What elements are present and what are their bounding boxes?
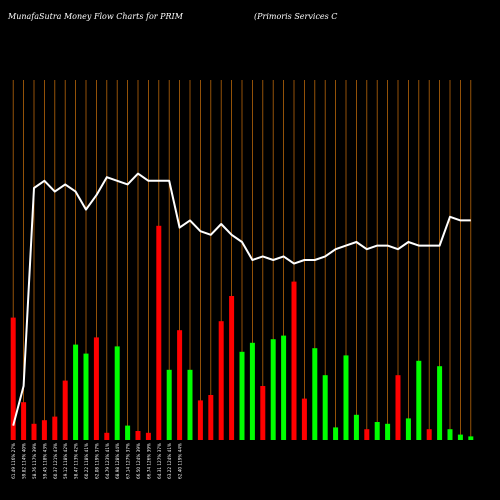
money-flow-bar (208, 395, 214, 440)
x-tick-label: 59.82 114% 40% (22, 443, 27, 479)
money-flow-bar (229, 296, 235, 440)
x-tick-label: 62.40 119% 44% (178, 443, 183, 479)
x-tick-label: 59.12 118% 42% (63, 443, 68, 479)
money-flow-bar (83, 353, 89, 440)
money-flow-bar (125, 425, 131, 440)
x-tick-labels: 61.49 116% 27% 59.82 114% 40% 58.76 117% 3… (11, 443, 182, 479)
money-flow-bar (187, 369, 193, 440)
money-flow-bar (468, 436, 474, 440)
x-tick-label: 67.14 127% 37% (126, 443, 131, 479)
money-flow-bar (93, 337, 99, 440)
money-flow-bar (145, 432, 151, 440)
price-line (12, 172, 471, 426)
money-flow-bar (457, 434, 463, 440)
x-tick-label: 60.22 118% 41% (84, 443, 89, 479)
money-flow-bar (426, 429, 432, 440)
price-line-layer (12, 172, 471, 426)
chart-title: MunafaSutra Money Flow Charts for PRIM (8, 12, 183, 21)
money-flow-bar (447, 429, 453, 440)
company-name: (Primoris Services C (254, 12, 338, 21)
money-flow-bar (322, 375, 328, 440)
x-tick-label: 60.37 121% 43% (53, 443, 58, 479)
money-flow-bar (260, 386, 266, 440)
money-flow-bar (166, 369, 172, 440)
money-flow-bar (301, 398, 307, 440)
money-flow-bar (73, 344, 79, 440)
money-flow-bar (395, 375, 401, 440)
money-flow-bar (239, 351, 245, 440)
money-flow-bar (270, 339, 276, 440)
x-tick-label: 61.49 116% 27% (11, 443, 16, 479)
money-flow-bar (405, 418, 411, 440)
money-flow-bar (416, 360, 422, 440)
x-tick-label: 59.45 118% 43% (42, 443, 47, 479)
money-flow-bar (62, 380, 68, 440)
x-tick-label: 66.50 124% 39% (136, 443, 141, 479)
money-flow-bar (312, 348, 318, 440)
money-flow-bar (52, 416, 58, 440)
x-tick-label: 62.08 119% 37% (94, 443, 99, 479)
money-flow-bar (156, 225, 162, 440)
money-flow-bar (374, 422, 380, 440)
money-flow-bar (10, 317, 16, 440)
x-tick-label: 64.31 127% 37% (157, 443, 162, 479)
money-flow-bar (353, 414, 359, 440)
money-flow-bar (21, 402, 27, 440)
money-flow-bar (177, 330, 183, 440)
x-tick-label: 68.98 128% 44% (115, 443, 120, 479)
money-flow-bar (364, 429, 370, 440)
money-flow-bar (291, 281, 297, 440)
money-flow-bar (104, 432, 110, 440)
x-tick-label: 63.22 124% 41% (167, 443, 172, 479)
money-flow-bar (31, 423, 37, 440)
money-flow-bars (10, 225, 474, 440)
x-tick-label: 64.79 123% 41% (105, 443, 110, 479)
x-tick-label: 66.74 126% 39% (146, 443, 151, 479)
money-flow-bar (437, 366, 443, 440)
money-flow-bar (249, 342, 255, 440)
money-flow-bar (135, 431, 141, 440)
money-flow-bar (41, 420, 47, 440)
money-flow-bar (385, 423, 391, 440)
x-tick-label: 58.47 113% 42% (74, 443, 79, 479)
money-flow-bar (281, 335, 287, 440)
money-flow-bar (333, 427, 339, 440)
money-flow-bar (218, 321, 224, 440)
money-flow-bar (197, 400, 203, 440)
money-flow-bar (114, 346, 120, 440)
money-flow-bar (343, 355, 349, 440)
x-tick-label: 58.76 117% 39% (32, 443, 37, 479)
